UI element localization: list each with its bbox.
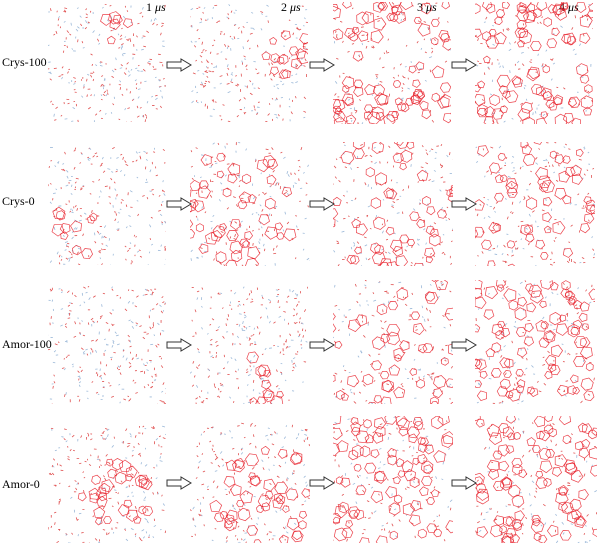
time-label-1: 1 μs bbox=[146, 0, 166, 14]
arrow-right-icon bbox=[451, 338, 477, 352]
snapshot-amor-0-3us bbox=[333, 416, 453, 543]
snapshot-crys-100-3us bbox=[333, 2, 451, 124]
arrow-right-icon bbox=[451, 476, 477, 490]
arrow-right-icon bbox=[309, 58, 335, 72]
snapshot-amor-100-4us bbox=[475, 280, 595, 404]
snapshot-crys-0-2us bbox=[190, 142, 310, 266]
row-label-crys-100: Crys-100 bbox=[2, 55, 47, 69]
row-label-crys-0: Crys-0 bbox=[2, 194, 35, 208]
snapshot-amor-0-4us bbox=[475, 416, 597, 543]
time-label-2: 2 μs bbox=[281, 0, 301, 14]
snapshot-amor-100-1us bbox=[48, 286, 166, 404]
time-label-4: 4 μs bbox=[559, 0, 579, 14]
snapshot-crys-100-2us bbox=[190, 4, 308, 122]
arrow-right-icon bbox=[451, 58, 477, 72]
arrow-right-icon bbox=[166, 58, 192, 72]
row-label-amor-0: Amor-0 bbox=[2, 477, 40, 491]
arrow-right-icon bbox=[309, 197, 335, 211]
snapshot-crys-0-4us bbox=[475, 142, 595, 266]
arrow-right-icon bbox=[166, 338, 192, 352]
snapshot-crys-100-4us bbox=[475, 2, 593, 124]
arrow-right-icon bbox=[309, 476, 335, 490]
snapshot-crys-100-1us bbox=[48, 4, 166, 122]
snapshot-amor-0-1us bbox=[48, 425, 166, 543]
snapshot-amor-0-2us bbox=[190, 422, 310, 543]
arrow-right-icon bbox=[451, 197, 477, 211]
snapshot-crys-0-1us bbox=[48, 147, 166, 265]
snapshot-crys-0-3us bbox=[333, 142, 453, 266]
arrow-right-icon bbox=[166, 197, 192, 211]
arrow-right-icon bbox=[166, 476, 192, 490]
row-label-amor-100: Amor-100 bbox=[2, 337, 52, 351]
arrow-right-icon bbox=[309, 338, 335, 352]
snapshot-amor-100-2us bbox=[190, 286, 308, 404]
snapshot-amor-100-3us bbox=[333, 280, 453, 404]
